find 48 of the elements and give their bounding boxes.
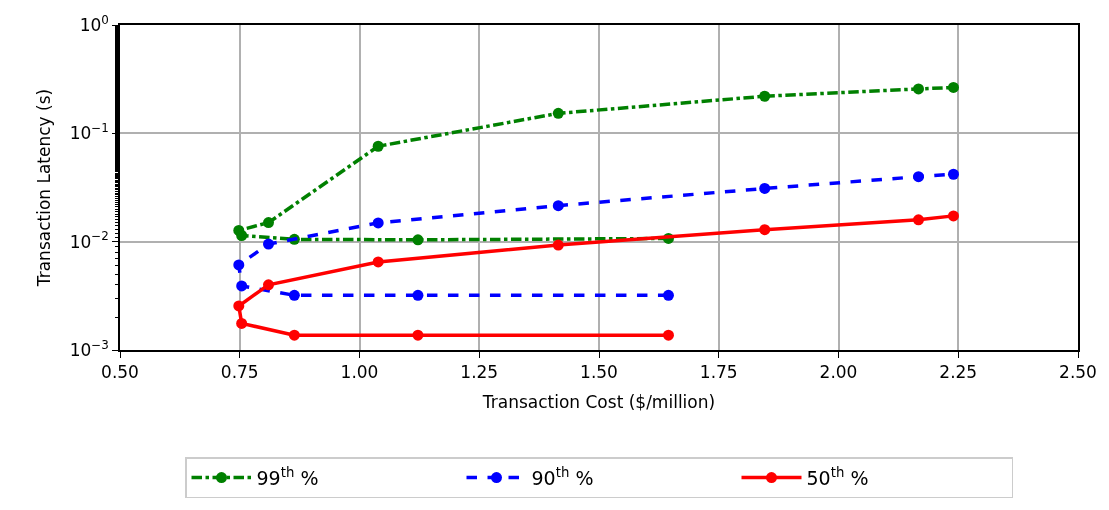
point bbox=[233, 300, 245, 312]
x-tick-label: 2.25 bbox=[939, 362, 978, 383]
point bbox=[412, 234, 424, 246]
x-tick-label: 2.50 bbox=[1059, 362, 1097, 383]
point bbox=[236, 317, 248, 329]
x-tick-label: 0.75 bbox=[220, 362, 259, 383]
y-tick-label: 10$^{−1}$ bbox=[69, 121, 109, 144]
point bbox=[233, 224, 245, 236]
x-tick-label: 1.50 bbox=[580, 362, 618, 383]
point bbox=[262, 279, 274, 291]
point bbox=[759, 182, 771, 194]
x-tick-label: 0.50 bbox=[101, 362, 139, 383]
point bbox=[412, 289, 424, 301]
point bbox=[236, 280, 248, 292]
point bbox=[947, 168, 959, 180]
point bbox=[912, 83, 924, 95]
point bbox=[233, 259, 245, 271]
point bbox=[372, 140, 384, 152]
y-tick-label: 10$^{−2}$ bbox=[69, 229, 109, 252]
point bbox=[759, 224, 771, 236]
y-axis-title: Transaction Latency (s) bbox=[33, 88, 54, 288]
legend-label: 90$^{th}$ % bbox=[531, 465, 594, 490]
x-tick-label: 1.75 bbox=[699, 362, 738, 383]
point bbox=[552, 239, 564, 251]
point bbox=[912, 171, 924, 183]
point bbox=[662, 329, 674, 341]
point bbox=[947, 210, 959, 222]
point bbox=[372, 217, 384, 229]
point bbox=[947, 81, 959, 93]
point bbox=[662, 289, 674, 301]
x-axis-title: Transaction Cost ($/million) bbox=[481, 392, 716, 413]
point bbox=[412, 329, 424, 341]
point bbox=[288, 329, 300, 341]
legend-label: 50$^{th}$ % bbox=[806, 465, 869, 490]
point bbox=[262, 217, 274, 229]
point bbox=[912, 214, 924, 226]
x-tick-label: 1.25 bbox=[460, 362, 499, 383]
point bbox=[372, 256, 384, 268]
point bbox=[759, 90, 771, 102]
point bbox=[262, 238, 274, 250]
y-tick-label: 10$^{−3}$ bbox=[69, 337, 109, 360]
legend-label: 99$^{th}$ % bbox=[256, 465, 319, 490]
x-tick-label: 2.00 bbox=[819, 362, 858, 383]
point bbox=[288, 289, 300, 301]
point bbox=[552, 200, 564, 212]
y-tick-label: 10$^{0}$ bbox=[79, 12, 109, 35]
x-tick-label: 1.00 bbox=[340, 362, 379, 383]
point bbox=[552, 107, 564, 119]
